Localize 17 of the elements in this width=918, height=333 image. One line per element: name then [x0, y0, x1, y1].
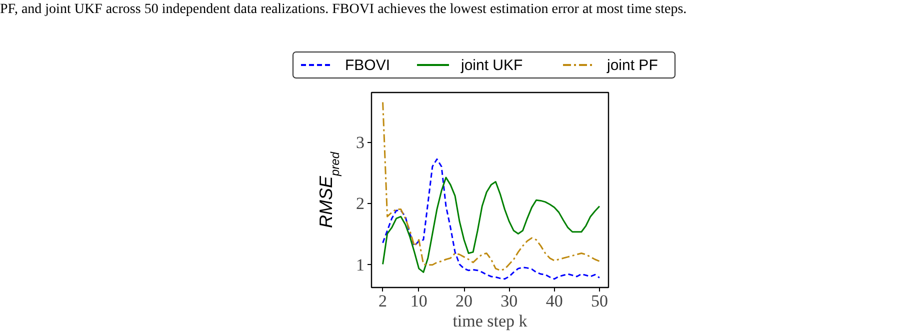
x-tick-label: 30 [500, 292, 518, 310]
x-tick-label: 50 [590, 292, 608, 310]
y-tick-label: 3 [356, 133, 364, 152]
y-tick-label: 1 [356, 255, 364, 274]
x-tick-label: 2 [378, 292, 388, 310]
legend-label: FBOVI [345, 57, 390, 74]
x-tick-label: 20 [456, 292, 473, 310]
x-tick-label: 40 [546, 292, 563, 310]
line-series [382, 176, 600, 273]
x-axis-title: time step k [452, 312, 528, 330]
y-tick-label: 2 [356, 194, 364, 214]
x-tick-label: 10 [410, 292, 428, 310]
text: PF, and joint UKF across 50 independent data realizations. FBOVI achieves the lowest estimation error at most time steps. [0, 1, 687, 19]
line-series [382, 158, 600, 280]
legend-label: joint UKF [460, 57, 523, 74]
line-series [382, 102, 600, 272]
legend-label: joint PF [606, 57, 658, 74]
